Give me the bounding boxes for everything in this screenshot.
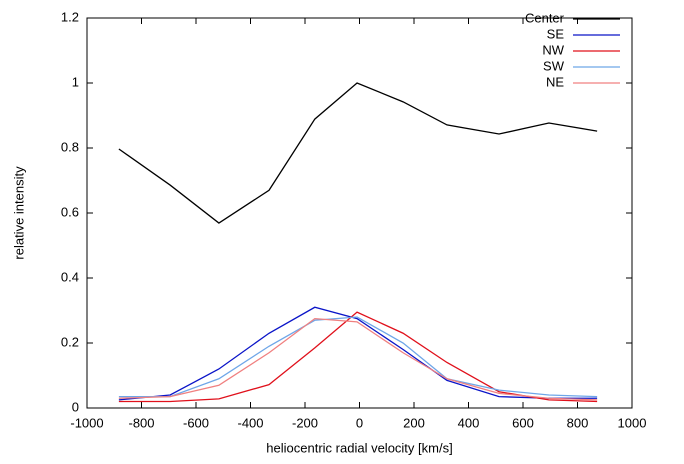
x-tick-label: 200 [403,415,425,430]
x-axis-label: heliocentric radial velocity [km/s] [266,440,452,455]
series-line [118,316,598,398]
series-line [118,306,598,401]
x-tick-label: -1000 [70,415,103,430]
y-tick-label: 0.2 [61,334,79,349]
x-tick-label: 800 [567,415,589,430]
legend-label: SE [547,26,565,41]
legend-label: NE [546,74,564,89]
y-tick-label: 0.8 [61,139,79,154]
y-axis-label: relative intensity [11,166,26,260]
y-tick-label: 1 [72,74,79,89]
y-tick-label: 0 [72,399,79,414]
legend-label: NW [542,42,564,57]
legend-label: SW [543,58,565,73]
x-tick-label: -800 [128,415,154,430]
y-tick-label: 0.6 [61,204,79,219]
x-tick-label: 600 [512,415,534,430]
y-tick-label: 1.2 [61,9,79,24]
x-tick-label: 1000 [618,415,647,430]
x-tick-label: -600 [183,415,209,430]
x-tick-label: 400 [458,415,480,430]
y-tick-label: 0.4 [61,269,79,284]
series-line [118,311,598,403]
series-line [118,317,598,401]
series-line [118,82,598,224]
x-tick-label: -400 [237,415,263,430]
x-tick-label: 0 [356,415,363,430]
x-tick-label: -200 [292,415,318,430]
legend-label: Center [525,10,565,25]
